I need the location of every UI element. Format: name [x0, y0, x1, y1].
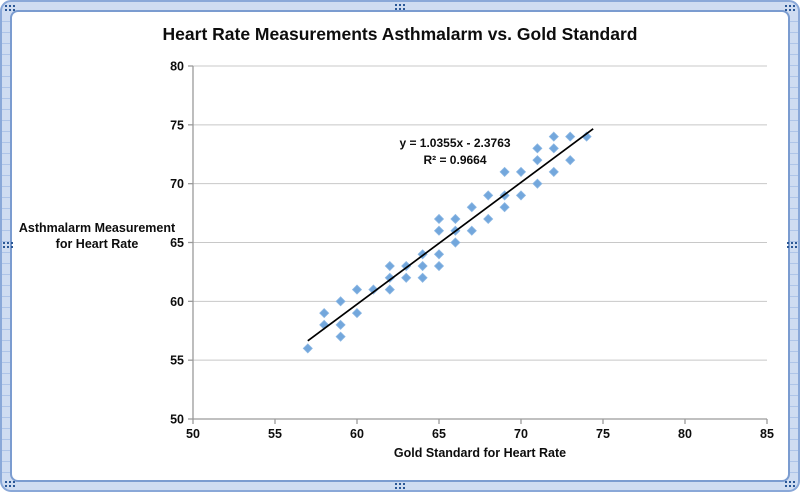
y-axis-title[interactable]: Asthmalarm Measurement for Heart Rate: [17, 220, 177, 252]
scatter-point[interactable]: [548, 143, 559, 154]
scatter-point[interactable]: [433, 225, 445, 236]
selection-band-left: [2, 11, 11, 481]
scatter-point[interactable]: [483, 213, 494, 225]
y-axis-title-line2: for Heart Rate: [55, 237, 139, 251]
scatter-point[interactable]: [466, 225, 477, 236]
resize-handle-top-left[interactable]: [5, 5, 7, 7]
scatter-point[interactable]: [499, 202, 510, 213]
y-axis-title-line1: Asthmalarm Measurement: [18, 221, 176, 235]
scatter-point[interactable]: [532, 155, 543, 166]
y-tick-label-75: 75: [170, 118, 184, 132]
scatter-point[interactable]: [302, 343, 313, 354]
scatter-point[interactable]: [433, 249, 445, 260]
scatter-point[interactable]: [515, 166, 527, 177]
resize-handle-bottom-right[interactable]: [785, 481, 787, 483]
scatter-point[interactable]: [565, 131, 576, 142]
scatter-point[interactable]: [368, 284, 379, 295]
scatter-point[interactable]: [319, 308, 330, 319]
trendline-r-squared: R² = 0.9664: [423, 153, 487, 167]
selection-band-right: [789, 11, 798, 481]
scatter-point[interactable]: [384, 284, 395, 295]
scatter-point[interactable]: [417, 272, 428, 283]
x-tick-label-80: 80: [678, 427, 692, 441]
scatter-point[interactable]: [417, 260, 428, 272]
scatter-point[interactable]: [351, 284, 363, 295]
resize-handle-bottom-center[interactable]: [395, 483, 397, 485]
resize-handle-middle-right[interactable]: [787, 242, 789, 244]
resize-handle-top-center[interactable]: [395, 4, 397, 6]
scatter-point[interactable]: [433, 213, 445, 225]
scatter-point[interactable]: [466, 202, 477, 213]
scatter-point[interactable]: [384, 272, 395, 283]
x-tick-label-60: 60: [350, 427, 364, 441]
x-tick-label-50: 50: [186, 427, 200, 441]
y-tick-label-50: 50: [170, 413, 184, 427]
y-tick-label-80: 80: [170, 60, 184, 74]
scatter-point[interactable]: [499, 166, 510, 177]
y-tick-label-70: 70: [170, 177, 184, 191]
scatter-point[interactable]: [450, 213, 461, 225]
y-tick-label-55: 55: [170, 354, 184, 368]
x-tick-label-70: 70: [514, 427, 528, 441]
x-axis-title[interactable]: Gold Standard for Heart Rate: [393, 446, 567, 460]
resize-handle-bottom-left[interactable]: [5, 481, 7, 483]
scatter-point[interactable]: [548, 131, 559, 142]
scatter-point[interactable]: [351, 308, 363, 319]
scatter-point[interactable]: [335, 296, 346, 307]
x-tick-label-85: 85: [760, 427, 774, 441]
scatter-point[interactable]: [565, 155, 576, 166]
trendline[interactable]: [307, 128, 594, 342]
resize-handle-middle-left[interactable]: [3, 242, 5, 244]
scatter-point[interactable]: [335, 319, 346, 330]
scatter-point[interactable]: [548, 166, 559, 177]
scatter-point[interactable]: [532, 143, 543, 154]
chart-title[interactable]: Heart Rate Measurements Asthmalarm vs. G…: [162, 24, 638, 44]
trendline-equation-text: y = 1.0355x - 2.3763: [399, 136, 511, 150]
y-tick-label-60: 60: [170, 295, 184, 309]
chart-area[interactable]: [10, 10, 790, 482]
x-tick-label-75: 75: [596, 427, 610, 441]
scatter-point[interactable]: [335, 331, 346, 342]
trendline-equation[interactable]: y = 1.0355x - 2.3763 R² = 0.9664: [335, 135, 575, 169]
scatter-point[interactable]: [384, 260, 395, 272]
scatter-point[interactable]: [401, 272, 412, 283]
scatter-point[interactable]: [532, 178, 543, 189]
y-tick-label-65: 65: [170, 236, 184, 250]
scatter-point[interactable]: [515, 190, 527, 201]
resize-handle-top-right[interactable]: [785, 5, 787, 7]
scatter-point[interactable]: [433, 260, 445, 272]
scatter-point[interactable]: [450, 237, 461, 248]
x-tick-label-65: 65: [432, 427, 446, 441]
x-tick-label-55: 55: [268, 427, 282, 441]
scatter-point[interactable]: [483, 190, 494, 201]
